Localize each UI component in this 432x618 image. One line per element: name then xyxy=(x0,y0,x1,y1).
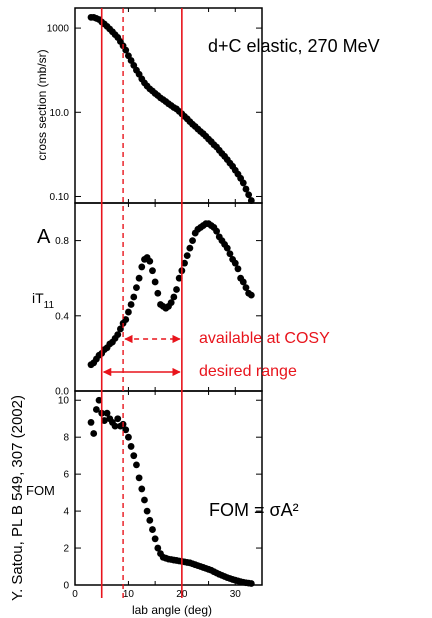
credit-citation: Y. Satou, PL B 549, 307 (2002) xyxy=(9,395,26,601)
data-point xyxy=(151,535,159,543)
data-point xyxy=(247,580,255,587)
y-tick-label: 0 xyxy=(63,581,69,592)
data-point xyxy=(122,426,130,434)
data-point xyxy=(114,331,122,338)
y-axis-label-fom: FOM xyxy=(26,483,55,498)
data-point xyxy=(111,422,119,430)
data-point xyxy=(149,526,156,533)
data-point xyxy=(242,185,250,193)
y-tick-label: 6 xyxy=(63,470,69,481)
data-point xyxy=(183,252,191,260)
y-tick-label: 4 xyxy=(63,507,69,518)
data-point xyxy=(143,507,151,515)
angle-markers xyxy=(100,8,183,598)
data-point xyxy=(92,406,100,413)
x-axis-label: lab angle (deg) xyxy=(132,603,212,617)
chart-title: d+C elastic, 270 MeV xyxy=(208,36,380,56)
data-point xyxy=(127,443,135,450)
data-point xyxy=(95,396,103,404)
data-point xyxy=(90,430,98,437)
data-point xyxy=(146,516,154,524)
data-point xyxy=(154,544,162,552)
x-tick-label: 0 xyxy=(72,589,78,600)
y-tick-label: 0.4 xyxy=(55,311,69,322)
data-point xyxy=(135,474,143,482)
data-point xyxy=(133,461,140,469)
y-tick-label: 10 xyxy=(58,396,70,407)
x-tick-label: 30 xyxy=(230,589,242,600)
y-tick-label: 0.10 xyxy=(50,192,70,203)
y-axis-label-it-sub: 11 xyxy=(44,300,55,311)
data-point xyxy=(226,250,234,258)
data-point xyxy=(173,286,180,293)
data-point xyxy=(247,197,255,204)
data-point xyxy=(117,325,124,333)
data-point xyxy=(146,257,154,265)
y-axis-label-a: A xyxy=(37,226,51,248)
data-point xyxy=(186,244,194,252)
data-point xyxy=(149,267,156,275)
data-point xyxy=(130,293,138,301)
panel-fom-frame xyxy=(74,390,263,586)
data-point xyxy=(181,259,188,267)
y-tick-label: 2 xyxy=(63,544,69,555)
data-point xyxy=(245,191,253,199)
data-point xyxy=(167,299,175,307)
fom-equation: FOM = σA² xyxy=(209,500,299,520)
data-point xyxy=(122,46,130,54)
data-point xyxy=(133,284,140,291)
data-point xyxy=(175,274,183,282)
data-point xyxy=(125,308,132,316)
data-points xyxy=(87,13,255,587)
data-point xyxy=(239,278,247,286)
data-point xyxy=(234,265,242,273)
y-axis-label-cross-section: cross section (mb/sr) xyxy=(35,49,49,160)
data-point xyxy=(223,244,231,252)
data-point xyxy=(154,289,162,297)
y-tick-label: 8 xyxy=(63,433,69,444)
data-point xyxy=(213,227,220,235)
annotation-available: available at COSY xyxy=(199,330,330,347)
data-point xyxy=(138,263,146,271)
y-tick-label: 10.0 xyxy=(50,108,70,119)
data-point xyxy=(141,496,148,504)
data-point xyxy=(189,237,196,245)
x-tick-label: 10 xyxy=(123,589,135,600)
data-point xyxy=(100,417,108,424)
y-axis-label-it: iT11 xyxy=(32,290,54,311)
data-point xyxy=(151,278,159,286)
y-axis-label-it-main: iT xyxy=(32,290,44,306)
data-point xyxy=(242,284,250,291)
data-point xyxy=(231,259,239,267)
data-point xyxy=(170,293,178,301)
annotation-desired: desired range xyxy=(199,363,297,380)
data-point xyxy=(239,179,247,187)
y-tick-label: 1000 xyxy=(47,24,70,35)
data-point xyxy=(122,316,130,323)
data-point xyxy=(127,301,135,308)
data-point xyxy=(135,274,143,282)
y-tick-label: 0.0 xyxy=(55,387,69,398)
data-point xyxy=(130,452,138,460)
data-point xyxy=(87,419,95,426)
data-point xyxy=(247,291,255,299)
data-point xyxy=(114,415,122,423)
data-point xyxy=(138,485,146,493)
y-tick-label: 0.8 xyxy=(55,236,69,247)
data-point xyxy=(103,409,111,417)
data-point xyxy=(125,433,132,441)
